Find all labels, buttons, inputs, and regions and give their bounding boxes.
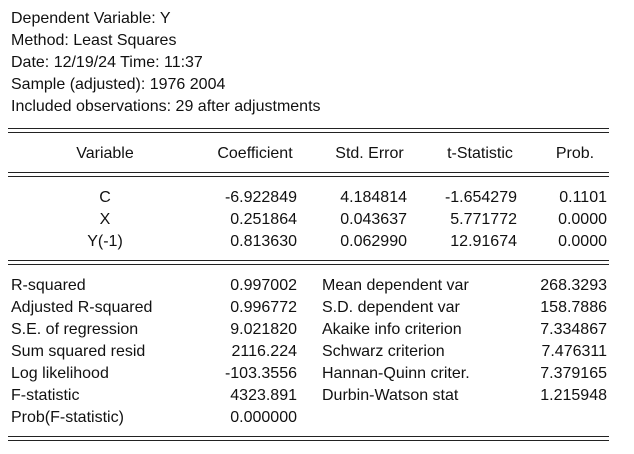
column-header-coefficient: Coefficient	[217, 145, 293, 162]
variable-name: Y(-1)	[87, 233, 123, 250]
divider	[8, 264, 609, 265]
divider	[8, 172, 609, 173]
stat-value: 7.476311	[541, 343, 607, 360]
divider	[8, 440, 609, 441]
stat-label: F-statistic	[11, 387, 80, 404]
stat-label: Schwarz criterion	[322, 343, 445, 360]
stat-value: 0.000000	[230, 409, 297, 426]
column-header-std-error: Std. Error	[335, 145, 404, 162]
column-header-variable: Variable	[76, 145, 134, 162]
stat-value: 0.996772	[230, 299, 297, 316]
observations-line: Included observations: 29 after adjustme…	[11, 98, 321, 115]
stat-value: 2116.224	[231, 343, 297, 360]
stat-label: Adjusted R-squared	[11, 299, 153, 316]
dependent-variable-line: Dependent Variable: Y	[11, 10, 171, 27]
stat-label: R-squared	[11, 277, 86, 294]
stat-value: 0.997002	[230, 277, 297, 294]
stat-label: Durbin-Watson stat	[322, 387, 459, 404]
column-header-prob: Prob.	[555, 145, 595, 162]
estimation-header: Dependent Variable: Y Method: Least Squa…	[11, 8, 321, 118]
prob-value: 0.0000	[558, 211, 607, 228]
t-statistic-value: 12.91674	[450, 233, 517, 250]
std-error-value: 0.062990	[340, 233, 407, 250]
divider	[8, 176, 609, 177]
stat-value: 7.334867	[540, 321, 607, 338]
variable-name: C	[99, 189, 111, 206]
stat-label: S.D. dependent var	[322, 299, 460, 316]
stat-label: S.E. of regression	[11, 321, 139, 338]
coefficient-value: 0.813630	[230, 233, 297, 250]
divider	[8, 436, 609, 437]
divider	[8, 260, 609, 261]
std-error-value: 0.043637	[340, 211, 407, 228]
date-time-line: Date: 12/19/24 Time: 11:37	[11, 54, 203, 71]
stat-label: Mean dependent var	[322, 277, 469, 294]
stat-value: 268.3293	[540, 277, 607, 294]
prob-value: 0.0000	[558, 233, 607, 250]
prob-value: 0.1101	[559, 189, 607, 206]
std-error-value: 4.184814	[340, 189, 407, 206]
t-statistic-value: 5.771772	[450, 211, 517, 228]
coefficient-value: 0.251864	[230, 211, 297, 228]
coefficient-value: -6.922849	[224, 189, 297, 206]
stat-label: Log likelihood	[11, 365, 109, 382]
stat-value: 4323.891	[230, 387, 297, 404]
stat-value: 158.7886	[540, 299, 607, 316]
t-statistic-value: -1.654279	[444, 189, 517, 206]
stat-value: 7.379165	[540, 365, 607, 382]
stat-value: 9.021820	[230, 321, 297, 338]
divider	[8, 128, 609, 129]
stat-value: 1.215948	[540, 387, 607, 404]
stat-value: -103.3556	[224, 365, 297, 382]
stat-label: Sum squared resid	[11, 343, 146, 360]
stat-label: Hannan-Quinn criter.	[322, 365, 470, 382]
column-header-t-statistic: t-Statistic	[447, 145, 513, 162]
stat-label: Prob(F-statistic)	[11, 409, 124, 426]
divider	[8, 132, 609, 133]
method-line: Method: Least Squares	[11, 32, 177, 49]
stat-label: Akaike info criterion	[322, 321, 462, 338]
variable-name: X	[99, 211, 111, 228]
sample-line: Sample (adjusted): 1976 2004	[11, 76, 226, 93]
